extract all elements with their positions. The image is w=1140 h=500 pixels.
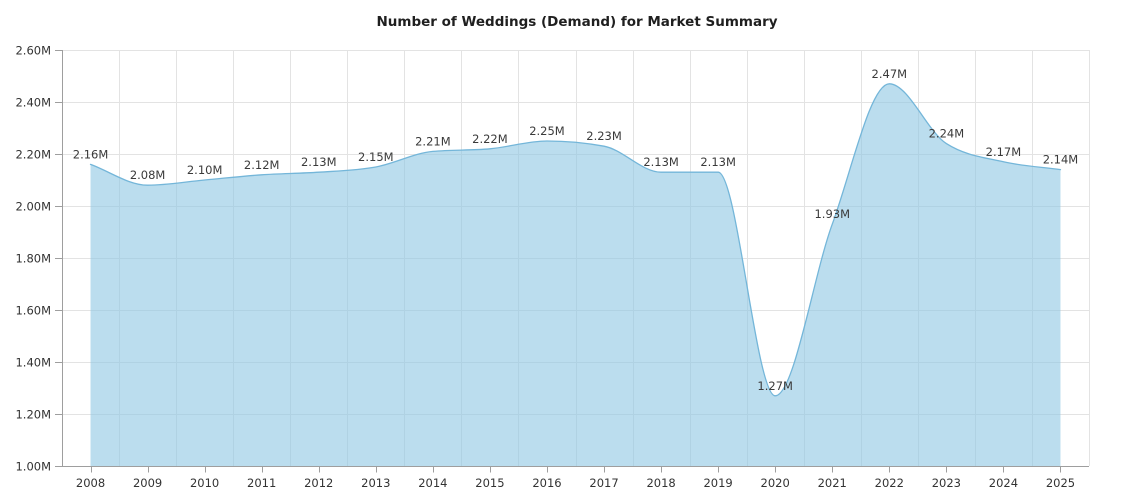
y-axis-label: 2.60M — [15, 44, 51, 58]
data-label: 2.22M — [472, 132, 508, 146]
data-label: 2.12M — [244, 158, 280, 172]
x-axis-label: 2016 — [532, 476, 561, 490]
x-axis-label: 2013 — [361, 476, 390, 490]
x-axis-label: 2014 — [418, 476, 447, 490]
data-label: 2.13M — [301, 155, 337, 169]
data-label: 2.14M — [1043, 153, 1079, 167]
data-label: 2.16M — [73, 147, 109, 161]
x-axis-label: 2009 — [133, 476, 162, 490]
x-axis-label: 2008 — [76, 476, 105, 490]
data-label: 2.13M — [700, 155, 736, 169]
data-label: 2.25M — [529, 124, 565, 138]
x-axis-label: 2025 — [1046, 476, 1075, 490]
data-label: 1.27M — [757, 379, 793, 393]
data-label: 2.17M — [986, 145, 1022, 159]
y-axis-label: 1.40M — [15, 356, 51, 370]
y-axis-label: 2.40M — [15, 96, 51, 110]
x-axis-label: 2021 — [818, 476, 847, 490]
y-axis-label: 1.00M — [15, 460, 51, 474]
x-axis-label: 2019 — [703, 476, 732, 490]
data-label: 2.13M — [643, 155, 679, 169]
plot-area: 2.60M 2.40M 2.20M 2.00M 1.80M 1.60M 1.40M 1.20M… — [15, 44, 1090, 490]
x-axis-label: 2020 — [761, 476, 790, 490]
y-axis-label: 1.60M — [15, 304, 51, 318]
data-label: 2.15M — [358, 150, 394, 164]
x-axis-label: 2017 — [589, 476, 618, 490]
y-axis-label: 2.00M — [15, 200, 51, 214]
data-label: 1.93M — [814, 207, 850, 221]
x-axis-label: 2022 — [875, 476, 904, 490]
y-axis-label: 2.20M — [15, 148, 51, 162]
x-axis-label: 2012 — [304, 476, 333, 490]
chart-title: Number of Weddings (Demand) for Market S… — [376, 14, 777, 30]
data-label: 2.21M — [415, 134, 451, 148]
data-label: 2.24M — [929, 127, 965, 141]
area-top-line — [89, 83, 1062, 397]
y-axis-label: 1.80M — [15, 252, 51, 266]
x-axis-label: 2011 — [247, 476, 276, 490]
x-axis-label: 2010 — [190, 476, 219, 490]
y-axis-label: 1.20M — [15, 408, 51, 422]
data-label: 2.08M — [130, 168, 166, 182]
data-label: 2.23M — [586, 129, 622, 143]
x-axis-label: 2015 — [475, 476, 504, 490]
data-label: 2.47M — [872, 67, 908, 81]
area-fill — [90, 83, 1061, 467]
x-axis-label: 2024 — [989, 476, 1018, 490]
x-axis-label: 2023 — [932, 476, 961, 490]
x-axis-label: 2018 — [646, 476, 675, 490]
data-label: 2.10M — [187, 163, 223, 177]
